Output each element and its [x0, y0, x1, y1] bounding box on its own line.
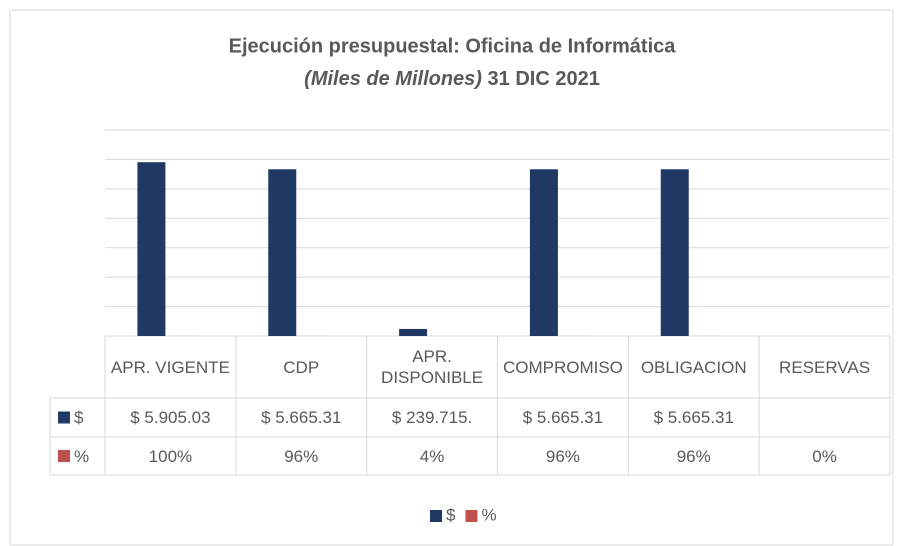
subtitle-italic: (Miles de Millones): [304, 68, 482, 90]
bar: [268, 169, 297, 336]
category-label: OBLIGACION: [640, 357, 747, 377]
bar: [529, 169, 558, 336]
table-value: $ 5.905.03: [130, 408, 211, 427]
table-value: 96%: [545, 446, 580, 466]
table-value: 96%: [676, 446, 711, 466]
series-label: %: [74, 446, 90, 466]
legend-key: [58, 411, 70, 424]
bar: [660, 169, 689, 336]
series-label: $: [74, 408, 84, 427]
chart-subtitle: (Miles de Millones) 31 DIC 2021: [304, 68, 600, 90]
category-label: CDP: [283, 357, 320, 377]
table-value: $ 239.715.: [391, 408, 473, 427]
table-value: $ 5.665.31: [653, 408, 734, 427]
table-value: [759, 398, 890, 437]
table-value: $ 5.665.31: [261, 408, 342, 427]
category-label: COMPROMISO: [502, 357, 623, 377]
table-value: 96%: [284, 446, 319, 466]
legend-swatch: [465, 510, 478, 522]
table-value: 100%: [148, 446, 193, 466]
legend-label: $: [446, 505, 456, 524]
legend-swatch: [430, 510, 442, 522]
bar: [399, 328, 428, 336]
category-label: APR. VIGENTE: [110, 357, 230, 377]
table-value: 4%: [419, 446, 445, 466]
table-value: $ 5.665.31: [522, 408, 604, 427]
chart-title: Ejecución presupuestal: Oficina de Infor…: [229, 35, 677, 57]
category-label: APR. DISPONIBLE: [381, 347, 484, 387]
legend-label: %: [481, 505, 496, 524]
category-label: RESERVAS: [779, 357, 871, 377]
subtitle-date: 31 DIC 2021: [488, 68, 600, 90]
bar: [137, 162, 166, 336]
table-value: 0%: [812, 446, 837, 466]
legend-key: [58, 450, 70, 462]
